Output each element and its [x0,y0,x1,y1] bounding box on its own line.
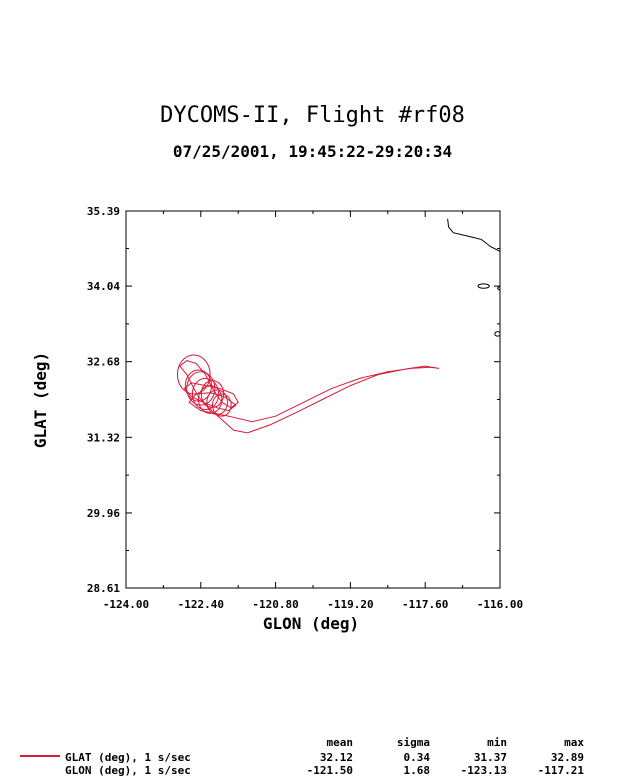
stat-header-sigma: sigma [396,736,430,749]
flight-track-chart: -124.00 -122.40 -120.80 -119.20 -117.60 -116.… [31,205,625,633]
island-outline [494,331,500,337]
flight-track-loop [184,369,213,402]
y-axis-title: GLAT (deg) [31,352,50,448]
stat-glon-mean: -121.50 [306,764,353,777]
legend-line-glat [20,755,60,757]
stat-header-min: min [487,736,507,749]
x-tick-label: -116.00 [477,598,523,611]
y-tick-label: 31.32 [87,431,120,444]
flight-track-loop [176,354,211,395]
plot-frame [125,210,501,589]
y-tick-label: 28.61 [87,582,120,595]
legend-stats: mean sigma min max GLAT (deg), 1 s/sec 3… [0,736,625,780]
flight-track-loop [186,371,216,406]
chart-subtitle: 07/25/2001, 19:45:22-29:20:34 [172,142,453,161]
island-outline [536,355,543,361]
x-tick-label: -119.20 [327,598,373,611]
flight-track-loop [191,377,220,411]
island-outline [549,318,558,324]
y-tick-label: 29.96 [87,507,120,520]
stat-glat-mean: 32.12 [319,751,353,764]
x-tick-label: -120.80 [252,598,298,611]
island-outline [546,551,553,568]
stat-glon-max: -117.21 [537,764,584,777]
stat-header-mean: mean [326,736,354,749]
stat-glon-sigma: 1.68 [403,764,431,777]
x-tick-label: -117.60 [402,598,448,611]
coastline [617,358,625,361]
island-outline [497,285,500,291]
stat-glat-sigma: 0.34 [403,751,431,764]
coastline [447,218,500,252]
x-tick-label: -122.40 [178,598,224,611]
flight-track-loop [197,385,223,414]
flight-track-loop [211,393,232,417]
x-tick-label: -124.00 [103,598,149,611]
chart-title: DYCOMS-II, Flight #rf08 [160,103,465,128]
legend-label-glat: GLAT (deg), 1 s/sec [65,751,191,764]
y-tick-label: 35.39 [87,205,120,218]
stat-glat-min: 31.37 [473,751,507,764]
stat-header-max: max [564,736,584,749]
x-axis-title: GLON (deg) [263,614,359,633]
legend-label-glon: GLON (deg), 1 s/sec [65,764,191,777]
stat-glon-min: -123.13 [460,764,507,777]
island-outline [477,283,490,289]
y-tick-label: 34.04 [87,280,120,293]
flight-track-loop [200,380,225,408]
stat-glat-max: 32.89 [550,751,584,764]
island-outline [535,336,541,340]
flight-track-line [179,360,440,434]
island-outline [526,287,535,291]
y-tick-label: 32.68 [87,356,120,369]
